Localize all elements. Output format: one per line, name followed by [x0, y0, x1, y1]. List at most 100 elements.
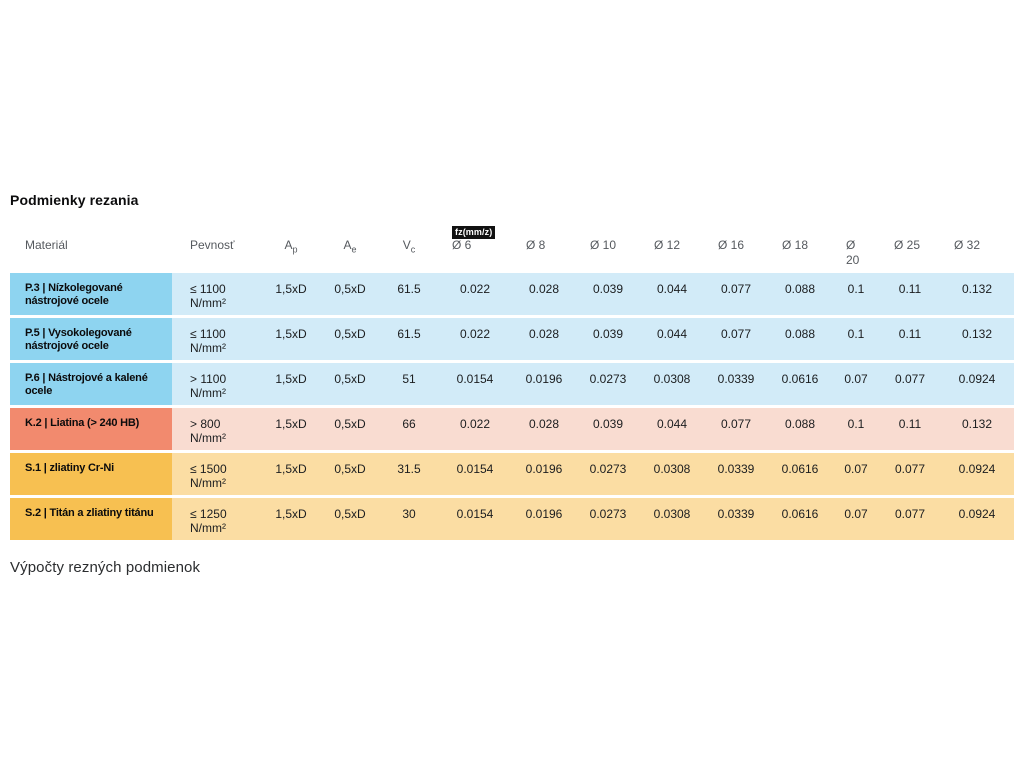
pevnost-cell: > 800 N/mm² [172, 408, 262, 450]
fz-cell-d6: 0.0154 [438, 363, 512, 405]
vc-cell: 31.5 [380, 453, 438, 495]
table-row: P.6 | Nástrojové a kalené ocele > 1100 N… [10, 363, 1014, 405]
ae-cell: 0,5xD [320, 273, 380, 315]
column-header-diameter-32: Ø 32 [954, 238, 981, 252]
fz-cell-d12: 0.044 [640, 318, 704, 360]
column-header-diameter-25: Ø 25 [894, 238, 921, 252]
fz-cell-d8: 0.028 [512, 408, 576, 450]
vc-cell: 51 [380, 363, 438, 405]
fz-cell-d20: 0.1 [832, 318, 880, 360]
table-row: K.2 | Liatina (> 240 HB) > 800 N/mm² 1,5… [10, 408, 1014, 450]
fz-cell-d10: 0.0273 [576, 498, 640, 540]
column-header-diameter-10: Ø 10 [590, 238, 617, 252]
fz-cell-d12: 0.044 [640, 408, 704, 450]
table-row: P.3 | Nízkolegované nástrojové ocele ≤ 1… [10, 273, 1014, 315]
material-cell: S.1 | zliatiny Cr-Ni [10, 453, 172, 495]
fz-cell-d25: 0.077 [880, 363, 940, 405]
ap-cell: 1,5xD [262, 273, 320, 315]
vc-cell: 66 [380, 408, 438, 450]
fz-cell-d25: 0.11 [880, 273, 940, 315]
material-cell: K.2 | Liatina (> 240 HB) [10, 408, 172, 450]
material-cell: S.2 | Titán a zliatiny titánu [10, 498, 172, 540]
cutting-conditions-table: Materiál Pevnosť Ap Ae Vc fz(mm/z) Ø 6 Ø … [10, 221, 1014, 543]
column-header-pevnost: Pevnosť [190, 238, 235, 252]
fz-cell-d12: 0.044 [640, 273, 704, 315]
fz-cell-d16: 0.0339 [704, 363, 768, 405]
fz-cell-d18: 0.0616 [768, 363, 832, 405]
column-header-diameter-12: Ø 12 [654, 238, 681, 252]
fz-cell-d32: 0.132 [940, 408, 1014, 450]
pevnost-cell: > 1100 N/mm² [172, 363, 262, 405]
fz-cell-d20: 0.07 [832, 498, 880, 540]
fz-unit-badge: fz(mm/z) [452, 226, 496, 239]
fz-cell-d6: 0.022 [438, 408, 512, 450]
fz-cell-d10: 0.039 [576, 273, 640, 315]
column-header-material: Materiál [25, 238, 68, 252]
fz-cell-d20: 0.07 [832, 453, 880, 495]
fz-cell-d8: 0.0196 [512, 453, 576, 495]
fz-cell-d20: 0.1 [832, 408, 880, 450]
fz-cell-d12: 0.0308 [640, 453, 704, 495]
section-heading-calculations: Výpočty rezných podmienok [10, 559, 201, 576]
ap-cell: 1,5xD [262, 498, 320, 540]
fz-cell-d16: 0.0339 [704, 498, 768, 540]
cutting-conditions-section: Podmienky rezania Materiál Pevnosť Ap Ae… [10, 192, 1014, 576]
ap-cell: 1,5xD [262, 453, 320, 495]
fz-cell-d8: 0.028 [512, 318, 576, 360]
fz-cell-d32: 0.0924 [940, 363, 1014, 405]
fz-cell-d18: 0.088 [768, 318, 832, 360]
table-row: S.1 | zliatiny Cr-Ni ≤ 1500 N/mm² 1,5xD … [10, 453, 1014, 495]
fz-cell-d32: 0.0924 [940, 453, 1014, 495]
fz-cell-d18: 0.0616 [768, 498, 832, 540]
fz-cell-d25: 0.077 [880, 453, 940, 495]
fz-cell-d10: 0.0273 [576, 453, 640, 495]
vc-cell: 61.5 [380, 318, 438, 360]
fz-cell-d8: 0.0196 [512, 498, 576, 540]
vc-cell: 30 [380, 498, 438, 540]
ae-cell: 0,5xD [320, 318, 380, 360]
fz-cell-d25: 0.11 [880, 318, 940, 360]
column-header-diameter-20: Ø 20 [846, 238, 860, 267]
pevnost-cell: ≤ 1500 N/mm² [172, 453, 262, 495]
fz-cell-d8: 0.0196 [512, 363, 576, 405]
fz-cell-d32: 0.132 [940, 273, 1014, 315]
pevnost-cell: ≤ 1100 N/mm² [172, 273, 262, 315]
fz-cell-d18: 0.0616 [768, 453, 832, 495]
fz-cell-d16: 0.077 [704, 273, 768, 315]
fz-cell-d20: 0.07 [832, 363, 880, 405]
material-cell: P.3 | Nízkolegované nástrojové ocele [10, 273, 172, 315]
material-cell: P.6 | Nástrojové a kalené ocele [10, 363, 172, 405]
vc-cell: 61.5 [380, 273, 438, 315]
fz-cell-d16: 0.077 [704, 318, 768, 360]
fz-cell-d10: 0.039 [576, 318, 640, 360]
ap-cell: 1,5xD [262, 408, 320, 450]
ae-cell: 0,5xD [320, 453, 380, 495]
fz-cell-d16: 0.077 [704, 408, 768, 450]
fz-cell-d10: 0.0273 [576, 363, 640, 405]
column-header-diameter-18: Ø 18 [782, 238, 809, 252]
table-row: P.5 | Vysokolegované nástrojové ocele ≤ … [10, 318, 1014, 360]
fz-cell-d18: 0.088 [768, 273, 832, 315]
fz-cell-d6: 0.022 [438, 273, 512, 315]
fz-cell-d18: 0.088 [768, 408, 832, 450]
fz-cell-d8: 0.028 [512, 273, 576, 315]
fz-cell-d6: 0.022 [438, 318, 512, 360]
column-header-diameter-8: Ø 8 [526, 238, 546, 252]
fz-cell-d6: 0.0154 [438, 498, 512, 540]
fz-cell-d6: 0.0154 [438, 453, 512, 495]
column-header-ap: Ap [284, 238, 298, 255]
ap-cell: 1,5xD [262, 318, 320, 360]
fz-cell-d12: 0.0308 [640, 363, 704, 405]
column-header-vc: Vc [402, 238, 416, 255]
pevnost-cell: ≤ 1100 N/mm² [172, 318, 262, 360]
fz-cell-d32: 0.132 [940, 318, 1014, 360]
ae-cell: 0,5xD [320, 363, 380, 405]
page-title: Podmienky rezania [10, 192, 139, 208]
table-row: S.2 | Titán a zliatiny titánu ≤ 1250 N/m… [10, 498, 1014, 540]
column-header-ae: Ae [343, 238, 357, 255]
fz-cell-d25: 0.11 [880, 408, 940, 450]
table-body: P.3 | Nízkolegované nástrojové ocele ≤ 1… [10, 273, 1014, 540]
column-header-diameter-16: Ø 16 [718, 238, 745, 252]
fz-cell-d16: 0.0339 [704, 453, 768, 495]
fz-cell-d10: 0.039 [576, 408, 640, 450]
